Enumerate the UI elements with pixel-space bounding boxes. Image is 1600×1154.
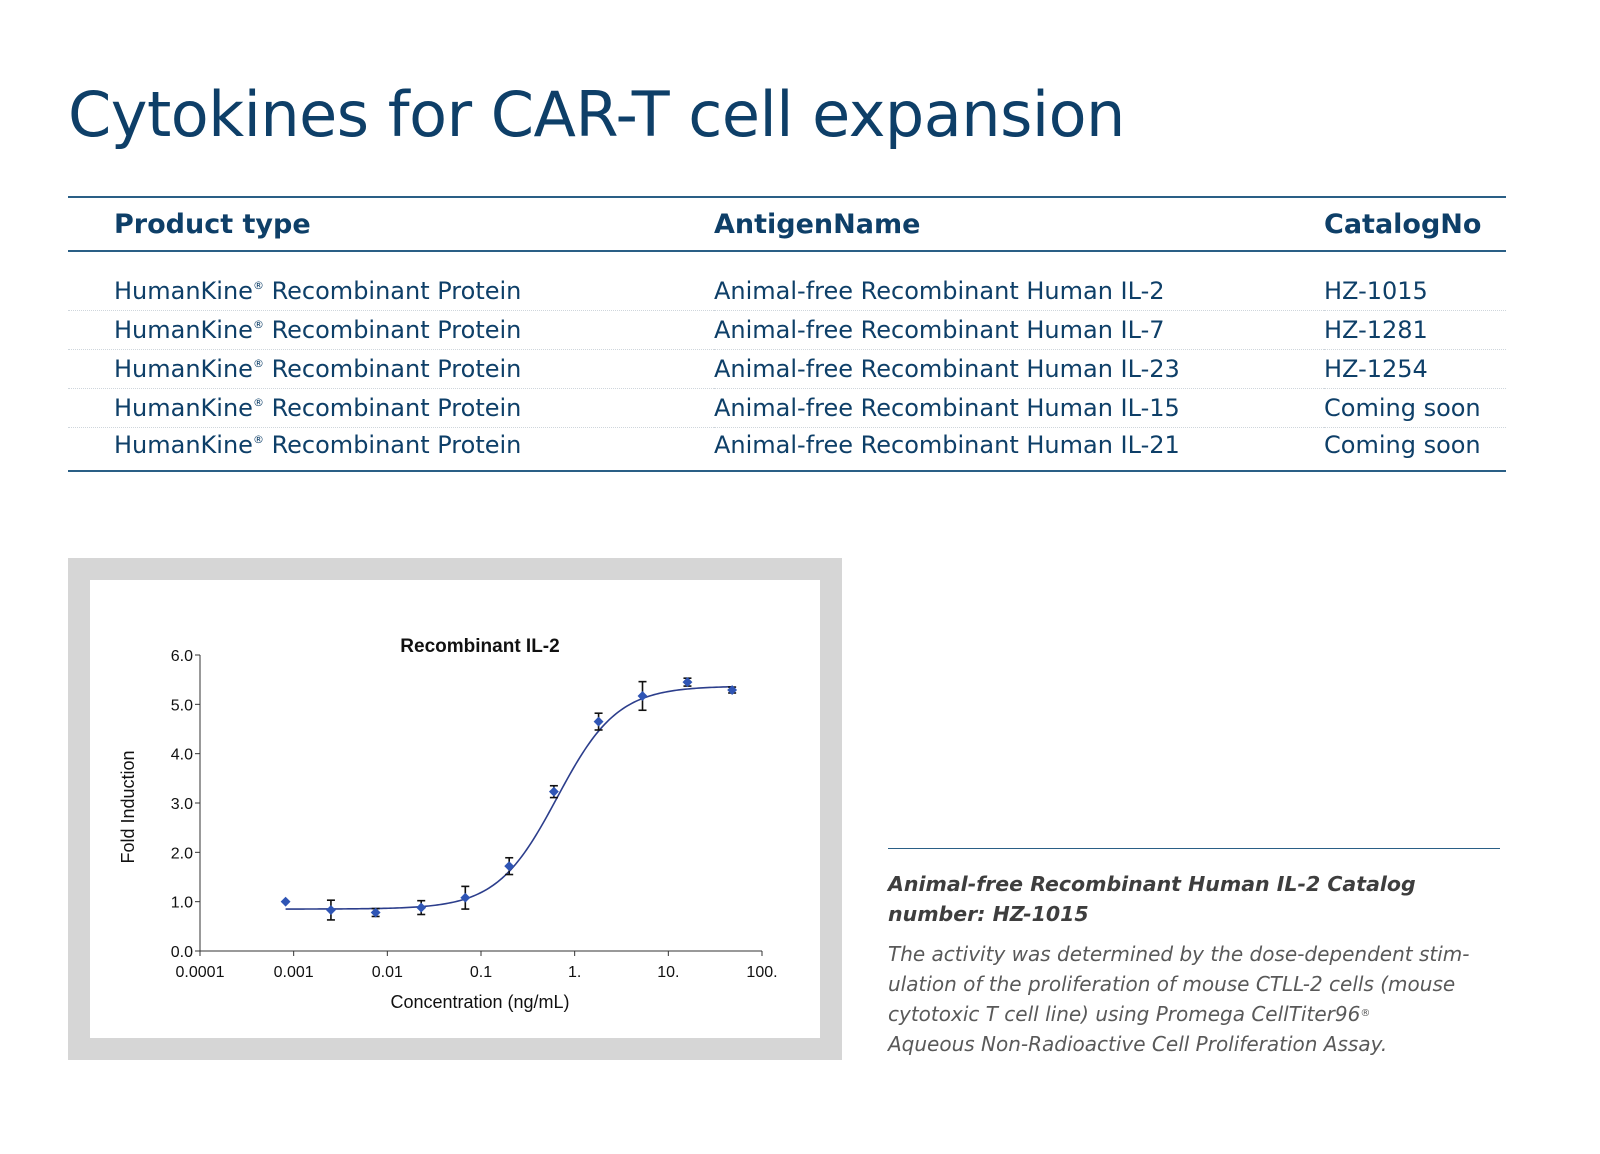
data-point — [460, 892, 471, 903]
chart-title: Recombinant IL-2 — [400, 636, 559, 657]
product-type-cell: HumanKine® Recombinant Protein — [114, 431, 522, 459]
antigen-name-cell: Animal-free Recombinant Human IL-23 — [714, 349, 1324, 389]
y-tick-label: 0.0 — [171, 944, 193, 961]
registered-mark: ® — [1360, 1008, 1371, 1019]
table-row: HumanKine® Recombinant Protein Animal-fr… — [68, 272, 1506, 311]
table-row: HumanKine® Recombinant Protein Animal-fr… — [68, 349, 1506, 389]
data-point — [727, 685, 738, 695]
caption-line: ulation of the proliferation of mouse CT… — [888, 972, 1456, 996]
antigen-name-cell: Animal-free Recombinant Human IL-21 — [714, 431, 1180, 459]
y-tick-label: 2.0 — [171, 845, 193, 862]
x-axis-label: Concentration (ng/mL) — [390, 992, 569, 1012]
x-tick-label: 10. — [657, 964, 679, 981]
catalog-no-cell: Coming soon — [1324, 388, 1506, 428]
data-point — [637, 690, 648, 701]
caption-line: Aqueous Non-Radioactive Cell Proliferati… — [888, 1032, 1388, 1056]
header-product-type: Product type — [68, 197, 714, 252]
table-row: HumanKine® Recombinant Protein Animal-fr… — [68, 310, 1506, 350]
caption-line: cytotoxic T cell line) using Promega Cel… — [888, 1002, 1361, 1026]
y-tick-label: 3.0 — [171, 796, 193, 813]
y-axis-label: Fold Induction — [118, 750, 138, 863]
x-tick-label: 0.001 — [274, 964, 314, 981]
y-tick-label: 5.0 — [171, 697, 193, 714]
catalog-no-cell: Coming soon — [1324, 431, 1481, 459]
antigen-name-cell: Animal-free Recombinant Human IL-7 — [714, 310, 1324, 350]
data-point — [548, 786, 559, 797]
chart-caption: Animal-free Recombinant Human IL-2 Catal… — [888, 848, 1500, 1059]
y-tick-label: 6.0 — [171, 648, 193, 665]
dose-response-chart: Recombinant IL-2 Fold Induction Concentr… — [118, 636, 778, 1012]
data-point — [370, 907, 381, 918]
data-point — [682, 677, 693, 688]
data-point — [280, 896, 291, 907]
catalog-no-cell: HZ-1281 — [1324, 310, 1506, 350]
header-antigen-name: AntigenName — [714, 197, 1324, 252]
catalog-no-cell: HZ-1015 — [1324, 272, 1506, 311]
chart-frame: Recombinant IL-2 Fold Induction Concentr… — [68, 558, 842, 1060]
product-type-cell: HumanKine® Recombinant Protein — [68, 272, 714, 311]
data-point — [325, 905, 336, 916]
x-tick-label: 100. — [746, 964, 777, 981]
header-catalog-no: CatalogNo — [1324, 197, 1506, 252]
product-type-cell: HumanKine® Recombinant Protein — [68, 349, 714, 389]
product-type-cell: HumanKine® Recombinant Protein — [68, 310, 714, 350]
x-tick-label: 0.1 — [470, 964, 492, 981]
data-point — [504, 861, 515, 872]
antigen-name-cell: Animal-free Recombinant Human IL-2 — [714, 272, 1324, 311]
product-type-cell: HumanKine® Recombinant Protein — [68, 388, 714, 428]
x-tick-label: 0.0001 — [176, 964, 225, 981]
product-table: Product type AntigenName CatalogNo Human… — [68, 196, 1506, 472]
caption-title: Animal-free Recombinant Human IL-2 Catal… — [888, 872, 1416, 926]
x-tick-label: 1. — [568, 964, 581, 981]
fit-curve — [285, 685, 733, 910]
data-point — [416, 902, 427, 913]
x-tick-label: 0.01 — [372, 964, 403, 981]
table-row: HumanKine® Recombinant Protein Animal-fr… — [68, 428, 1506, 463]
chart-panel: Recombinant IL-2 Fold Induction Concentr… — [90, 580, 820, 1038]
table-header-row: Product type AntigenName CatalogNo — [68, 197, 1506, 252]
y-tick-label: 4.0 — [171, 747, 193, 764]
table-row: HumanKine® Recombinant Protein Animal-fr… — [68, 388, 1506, 428]
page-title: Cytokines for CAR-T cell expansion — [68, 78, 1125, 151]
caption-line: The activity was determined by the dose-… — [888, 942, 1470, 966]
catalog-no-cell: HZ-1254 — [1324, 349, 1506, 389]
antigen-name-cell: Animal-free Recombinant Human IL-15 — [714, 388, 1324, 428]
caption-body: The activity was determined by the dose-… — [888, 939, 1500, 1059]
data-point — [593, 716, 604, 727]
y-tick-label: 1.0 — [171, 895, 193, 912]
